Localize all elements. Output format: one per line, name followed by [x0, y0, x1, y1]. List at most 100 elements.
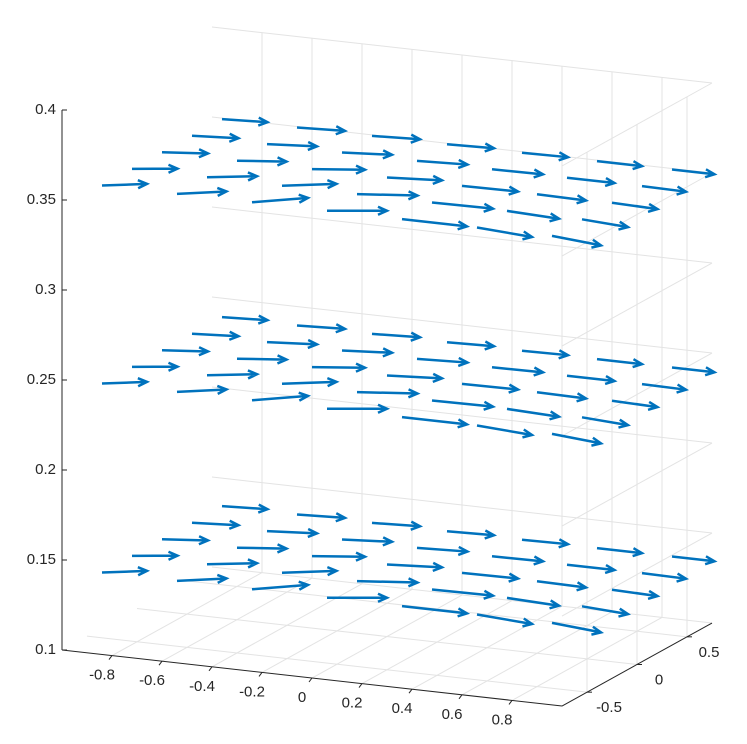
arrow	[131, 163, 181, 174]
arrow	[311, 362, 369, 373]
z-tick-label: 0.4	[35, 101, 56, 118]
arrow	[536, 193, 590, 205]
arrow	[281, 178, 340, 190]
arrow	[266, 140, 321, 152]
arrow	[476, 226, 536, 241]
arrow	[641, 184, 690, 196]
arrow	[536, 580, 590, 592]
x-tick-label: 0.4	[392, 700, 413, 717]
arrow	[386, 561, 446, 573]
arrow	[251, 193, 312, 204]
arrow	[371, 133, 424, 144]
arrow	[176, 186, 230, 198]
arrow	[491, 366, 547, 377]
arrow	[431, 201, 497, 213]
arrow	[296, 512, 349, 523]
arrow	[401, 415, 471, 429]
arrow	[506, 407, 563, 421]
arrow	[566, 374, 618, 386]
arrow	[671, 366, 718, 377]
arrow	[326, 592, 391, 603]
arrow	[341, 149, 396, 160]
arrow	[236, 354, 290, 365]
arrow	[581, 416, 632, 429]
arrow	[521, 349, 572, 360]
z-tick-label: 0.1	[35, 641, 56, 658]
arrow	[566, 176, 618, 188]
arrow	[341, 347, 396, 358]
x-tick-label: 0.8	[492, 711, 513, 728]
grid-line	[561, 532, 713, 617]
x-tick-label: 0	[298, 689, 306, 706]
arrow	[446, 529, 498, 540]
grid-line	[211, 476, 713, 534]
arrow	[506, 596, 563, 610]
arrow	[311, 551, 369, 562]
arrow	[386, 174, 446, 186]
x-tick	[308, 677, 313, 683]
arrow	[296, 125, 349, 136]
arrow	[521, 538, 572, 549]
grid-line	[561, 442, 713, 527]
x-tick	[458, 694, 463, 700]
arrow	[386, 372, 446, 384]
arrow	[476, 424, 536, 439]
grid-line	[561, 82, 713, 167]
arrow	[611, 201, 661, 214]
arrow	[611, 399, 661, 412]
z-tick-label: 0.15	[27, 551, 56, 568]
grid-line	[136, 608, 638, 665]
arrow	[446, 340, 498, 351]
arrow	[326, 205, 391, 216]
arrow	[416, 356, 471, 368]
arrow	[611, 588, 661, 601]
x-tick-label: -0.4	[189, 678, 215, 695]
arrow	[296, 323, 349, 334]
arrow	[476, 613, 536, 628]
arrow	[101, 179, 151, 190]
arrow	[326, 403, 391, 414]
y-tick-label: 0	[655, 671, 663, 688]
arrow	[491, 168, 547, 179]
arrow	[281, 565, 340, 577]
grid-line	[561, 352, 713, 437]
arrow	[506, 209, 563, 223]
arrow	[461, 382, 522, 394]
arrow	[431, 399, 497, 411]
arrow	[191, 132, 242, 143]
x-tick	[208, 666, 213, 672]
z-tick-label: 0.35	[27, 191, 56, 208]
arrow	[176, 573, 230, 585]
grid-line	[561, 262, 713, 347]
arrow	[161, 346, 212, 357]
grid-line	[86, 635, 588, 693]
arrow	[221, 314, 271, 325]
arrow	[191, 330, 242, 341]
arrow	[251, 580, 312, 591]
arrow	[161, 535, 212, 546]
arrow	[416, 158, 471, 170]
arrow	[551, 432, 605, 447]
x-tick	[158, 660, 163, 666]
arrow	[311, 164, 369, 175]
x-tick-label: -0.2	[239, 683, 265, 700]
arrow	[236, 543, 290, 554]
arrow	[356, 577, 421, 588]
arrow	[176, 384, 230, 396]
z-tick-label: 0.2	[35, 461, 56, 478]
y-tick-label: -0.5	[596, 699, 622, 716]
arrow	[206, 558, 261, 569]
arrow	[266, 338, 321, 350]
arrow	[551, 621, 605, 636]
arrow	[521, 151, 572, 162]
arrow	[251, 391, 312, 402]
arrow	[401, 604, 471, 618]
arrow	[641, 571, 690, 583]
arrow	[536, 391, 590, 403]
x-tick-label: -0.6	[139, 672, 165, 689]
arrow	[131, 550, 181, 561]
grid-line	[211, 206, 713, 264]
x-tick	[108, 655, 113, 660]
arrow	[461, 184, 522, 196]
